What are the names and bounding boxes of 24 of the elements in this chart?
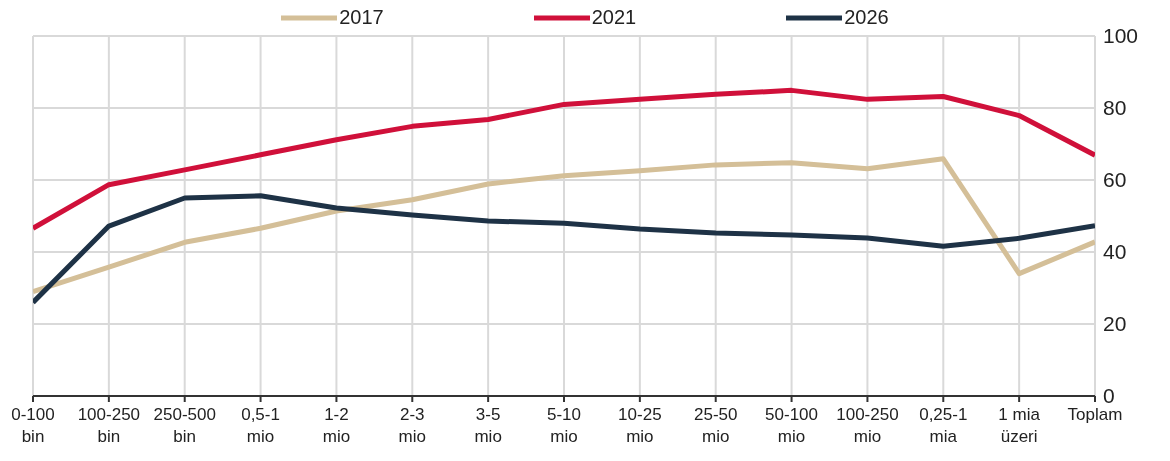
y-tick-label: 0 (1103, 384, 1115, 408)
x-tick-label: 0,25-1 mia (919, 405, 968, 446)
x-tick-label: 0-100 bin (11, 405, 55, 446)
x-tick-label: 0,5-1 mio (241, 405, 280, 446)
y-tick-label: 60 (1103, 168, 1127, 192)
x-tick-label: Toplam (1067, 405, 1123, 424)
y-tick-label: 20 (1103, 312, 1127, 336)
y-tick-label: 40 (1103, 240, 1127, 264)
x-tick-label: 1-2 mio (322, 405, 351, 446)
legend-label: 2017 (339, 6, 384, 29)
legend-label: 2021 (591, 6, 637, 29)
x-tick-label: 50-100 mio (765, 405, 819, 446)
x-tick-label: 100-250 bin (77, 405, 141, 446)
y-tick-label: 80 (1103, 96, 1127, 120)
x-tick-label: 10-25 mio (618, 405, 662, 446)
x-tick-label: 2-3 mio (398, 405, 426, 446)
x-tick-label: 3-5 mio (474, 405, 502, 446)
y-tick-label: 100 (1103, 24, 1139, 48)
x-tick-label: 5-10 mio (546, 405, 582, 446)
x-tick-label: 100-250 mio (836, 405, 899, 446)
legend-label: 2026 (844, 6, 889, 29)
x-tick-label: 25-50 mio (693, 405, 738, 446)
x-tick-label: 1 mia üzeri (998, 405, 1041, 446)
x-tick-label: 250-500 bin (153, 405, 216, 446)
